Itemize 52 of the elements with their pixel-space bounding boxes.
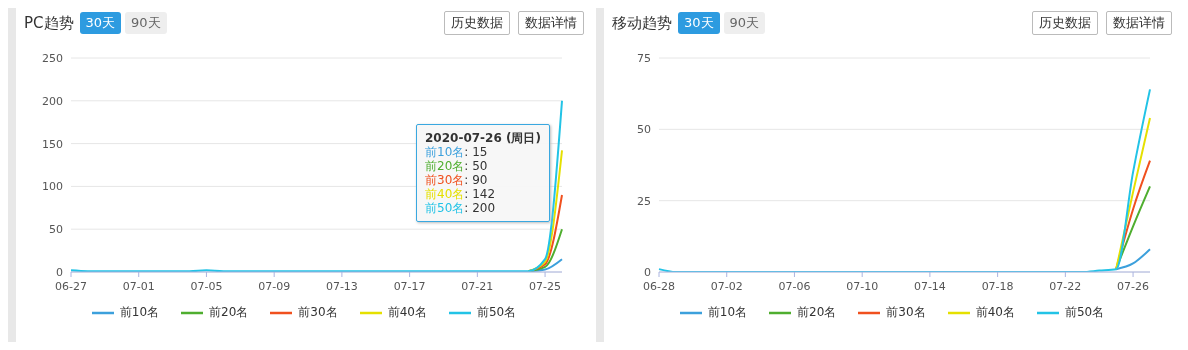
text: 历史数据 — [444, 11, 510, 35]
x-tick-label: 07-10 — [846, 280, 879, 293]
annotation: 2020-07-26 (周日) — [425, 131, 541, 145]
x-tick-label: 06-28 — [643, 280, 675, 293]
x-tick-label: 07-01 — [122, 280, 155, 293]
y-tick-label: 50 — [637, 123, 651, 137]
y-tick-label: 50 — [49, 223, 63, 237]
x-tick-label: 07-22 — [1049, 280, 1082, 293]
x-tick-label: 07-26 — [1117, 280, 1150, 293]
x-tick-label: 07-06 — [778, 280, 811, 293]
chart-title: PC趋势 — [24, 13, 74, 33]
x-tick-label: 07-25 — [529, 280, 562, 293]
text: 30天 — [678, 12, 720, 34]
legend-label: 前40名 — [975, 304, 1015, 321]
x-tick-label: 07-05 — [190, 280, 223, 293]
text: 90天 — [723, 12, 766, 34]
legend-label: 前50名 — [1064, 304, 1105, 321]
y-tick-label: 250 — [42, 51, 63, 65]
legend-label: 前10名 — [707, 304, 748, 321]
x-tick-label: 07-02 — [710, 280, 743, 293]
text: 数据详情 — [518, 11, 584, 35]
y-tick-label: 0 — [56, 265, 63, 279]
legend-label: 前50名 — [476, 304, 517, 321]
annotation: 前30名: 90 — [425, 173, 489, 187]
legend-label: 前20名 — [209, 304, 249, 321]
legend-label: 前30名 — [298, 304, 338, 321]
x-tick-label: 07-09 — [258, 280, 291, 293]
chart-title: 移动趋势 — [612, 13, 672, 33]
text: 数据详情 — [1106, 11, 1172, 35]
legend-label: 前30名 — [886, 304, 926, 321]
x-tick-label: 07-17 — [393, 280, 426, 293]
annotation: 前10名: 15 — [425, 145, 489, 159]
x-tick-label: 07-13 — [325, 280, 358, 293]
x-tick-label: 07-14 — [913, 280, 946, 293]
text: 30天 — [79, 12, 122, 34]
annotation: 前40名: 142 — [425, 187, 497, 201]
annotation: 前20名: 50 — [425, 159, 489, 173]
legend-label: 前20名 — [797, 304, 837, 321]
y-tick-label: 75 — [637, 51, 651, 65]
legend-label: 前10名 — [119, 304, 160, 321]
y-tick-label: 25 — [637, 194, 651, 208]
y-tick-label: 150 — [42, 137, 63, 151]
text: 90天 — [125, 12, 167, 34]
y-tick-label: 0 — [644, 265, 651, 279]
y-tick-label: 100 — [42, 180, 63, 194]
text: 历史数据 — [1032, 11, 1098, 35]
legend-label: 前40名 — [387, 304, 427, 321]
x-tick-label: 07-21 — [461, 280, 494, 293]
annotation: 前50名: 200 — [425, 201, 497, 215]
y-tick-label: 200 — [42, 94, 63, 108]
x-tick-label: 07-18 — [981, 280, 1014, 293]
x-tick-label: 06-27 — [55, 280, 87, 293]
